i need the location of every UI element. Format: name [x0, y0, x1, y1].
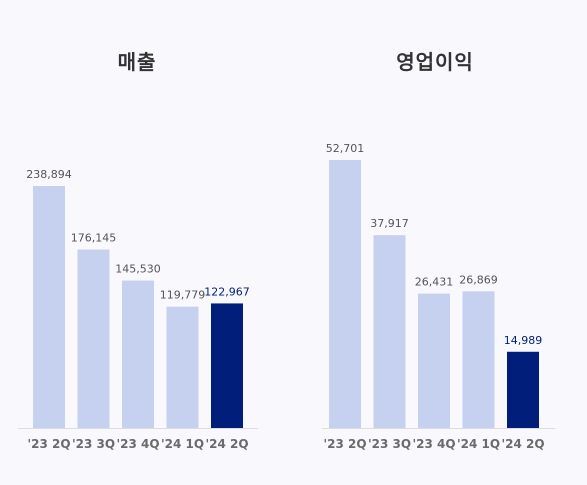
operating-profit-tick-label: '23 4Q	[412, 437, 455, 451]
operating-profit-data-label: 37,917	[370, 217, 409, 230]
revenue-bar	[77, 249, 110, 428]
revenue-chart-title: 매출	[117, 50, 157, 74]
operating-profit-bar	[462, 291, 495, 428]
revenue-tick-label: '23 2Q	[27, 437, 70, 451]
revenue-bar	[122, 280, 154, 428]
operating-profit-bar	[507, 351, 539, 428]
operating-profit-bar	[373, 235, 406, 428]
operating-profit-chart-title: 영업이익	[396, 50, 474, 74]
operating-profit-data-label: 26,869	[459, 273, 498, 286]
revenue-data-label: 238,894	[26, 168, 72, 181]
revenue-bar	[166, 306, 199, 428]
operating-profit-bar	[418, 293, 450, 428]
operating-profit-bar	[329, 160, 361, 428]
revenue-tick-label: '23 3Q	[72, 437, 115, 451]
revenue-data-label: 145,530	[115, 263, 161, 276]
operating-profit-data-label: 14,989	[504, 334, 543, 347]
operating-profit-tick-label: '24 1Q	[457, 437, 500, 451]
revenue-data-label: 119,779	[160, 289, 206, 302]
operating-profit-tick-label: '24 2Q	[501, 437, 544, 451]
revenue-tick-label: '24 2Q	[205, 437, 248, 451]
revenue-tick-label: '23 4Q	[116, 437, 159, 451]
operating-profit-data-label: 52,701	[326, 142, 365, 155]
revenue-tick-label: '24 1Q	[161, 437, 204, 451]
operating-profit-tick-label: '23 2Q	[323, 437, 366, 451]
operating-profit-data-label: 26,431	[415, 276, 454, 289]
revenue-data-label: 176,145	[71, 232, 117, 245]
revenue-data-label: 122,967	[204, 285, 250, 298]
revenue-bar	[211, 303, 243, 428]
revenue-bar	[33, 186, 65, 428]
operating-profit-tick-label: '23 3Q	[368, 437, 411, 451]
